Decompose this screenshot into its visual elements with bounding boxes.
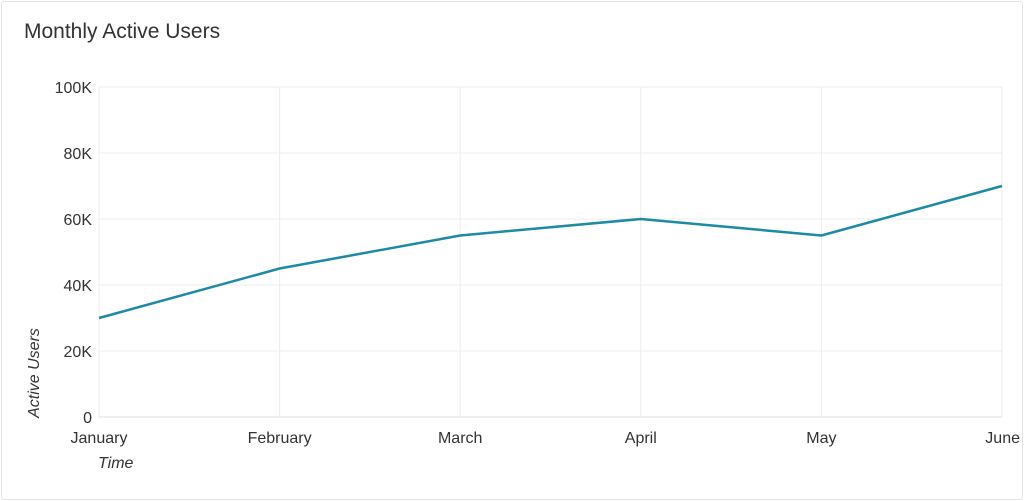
y-tick-label: 100K — [55, 80, 93, 97]
x-axis-title: Time — [98, 455, 134, 472]
y-tick-label: 80K — [64, 146, 93, 163]
series-group — [98, 184, 1003, 320]
x-tick-label: June — [985, 430, 1020, 447]
y-tick-label: 40K — [64, 278, 93, 295]
y-tick-label: 20K — [64, 344, 93, 361]
y-gridlines — [99, 86, 1002, 418]
chart-title: Monthly Active Users — [24, 20, 221, 43]
x-tick-label: January — [71, 430, 128, 447]
x-tick-label: February — [248, 430, 312, 447]
y-axis-title: Active Users — [26, 328, 43, 419]
x-tick-label: May — [806, 430, 836, 447]
y-tick-labels: 0 20K 40K 60K 80K 100K — [55, 80, 93, 427]
y-tick-label: 0 — [83, 410, 92, 427]
x-gridlines — [98, 87, 1003, 417]
series-line — [98, 184, 1003, 320]
x-tick-labels: January February March April May June — [71, 430, 1021, 447]
y-tick-label: 60K — [64, 212, 93, 229]
x-tick-label: March — [438, 430, 482, 447]
x-tick-label: April — [625, 430, 657, 447]
